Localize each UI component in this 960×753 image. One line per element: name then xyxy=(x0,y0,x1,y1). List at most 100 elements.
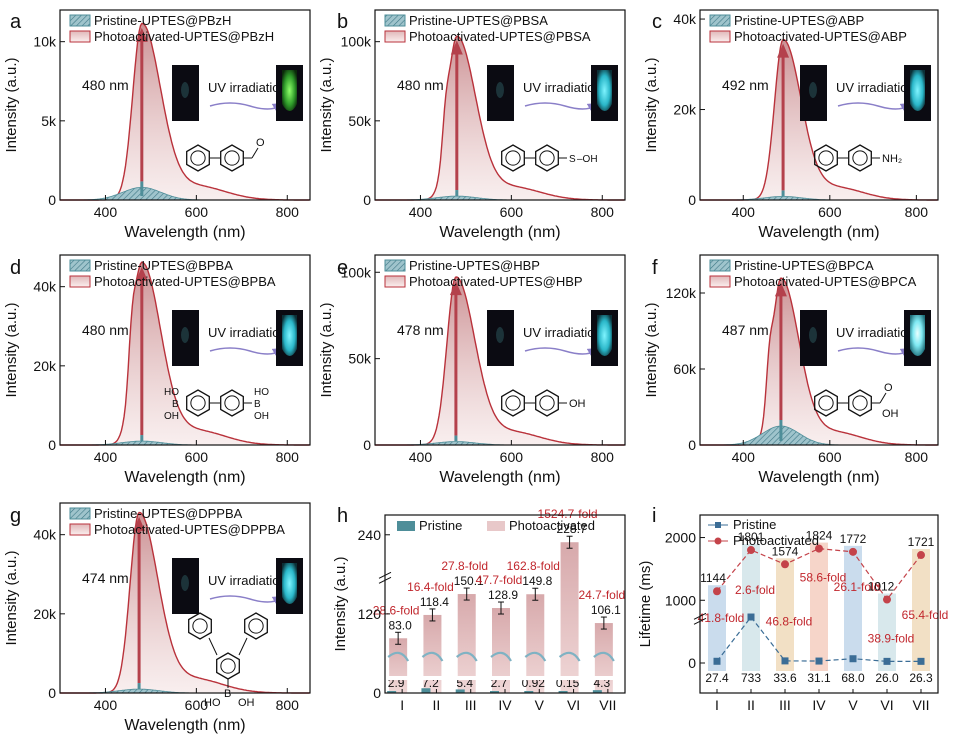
vial-lit-glow xyxy=(910,315,925,356)
bar-photoactivated xyxy=(594,623,613,693)
ring-aromatic-circle xyxy=(192,618,208,634)
legend: Pristine-UPTES@PBSAPhotoactivated-UPTES@… xyxy=(384,13,591,44)
plot-frame xyxy=(59,502,311,694)
uv-arrow xyxy=(837,102,914,115)
uv-irradiation-label: UV irradiation xyxy=(836,325,915,340)
legend-swatch-photoactivated xyxy=(384,275,406,288)
ring-aromatic-circle xyxy=(852,395,868,411)
x-tick-label: 400 xyxy=(94,449,118,465)
category-band xyxy=(810,542,828,671)
benzene-ring xyxy=(188,612,212,640)
x-tick-label: V xyxy=(535,697,545,713)
molecule-glyph xyxy=(524,651,547,662)
panel-letter: f xyxy=(652,257,658,279)
bar-pristine xyxy=(421,688,431,693)
line-chart-panel-i: i 1144 27.4 41.8-fold I 1801 733 2.6-fold II 1574… xyxy=(637,505,948,713)
pristine-value-label: 27.4 xyxy=(705,671,729,685)
bar-pristine xyxy=(455,689,465,693)
photoactivated-value-label: 1721 xyxy=(908,535,935,549)
fold-label: 46.8-fold xyxy=(766,614,813,628)
legend-label-pristine: Pristine-UPTES@PBzH xyxy=(94,13,231,28)
uv-arrow xyxy=(209,347,286,360)
peak-wavelength-label: 480 nm xyxy=(82,77,129,93)
ring-aromatic-circle xyxy=(539,395,555,411)
category-band xyxy=(776,558,794,671)
atom-label: S xyxy=(569,154,576,165)
atom-label: O xyxy=(256,137,265,149)
peak-wavelength-label: 480 nm xyxy=(82,322,129,338)
legend-label-pristine: Pristine xyxy=(419,518,462,533)
benzene-ring xyxy=(216,652,240,680)
bar-photoactivated xyxy=(423,614,442,693)
benzene-ring xyxy=(814,389,838,417)
atom-label: B xyxy=(254,399,261,410)
pristine-marker xyxy=(781,657,789,665)
legend: Pristine-UPTES@DPPBAPhotoactivated-UPTES… xyxy=(69,506,285,537)
peak-wavelength-label: 480 nm xyxy=(397,77,444,93)
category-band xyxy=(878,593,896,671)
y-tick-label: 20k xyxy=(33,606,57,622)
spectrum-panel-a: a 400 600 800 0 5k 10k Wavelength (nm) Intensity… xyxy=(3,9,311,241)
legend-swatch-pristine xyxy=(397,521,415,531)
legend-label-pristine: Pristine-UPTES@BPCA xyxy=(734,258,874,273)
photoactivated-value-label: 1144 xyxy=(700,571,726,585)
x-tick-label: 600 xyxy=(500,204,524,220)
y-tick-label: 60k xyxy=(673,361,697,377)
molecule-glyph xyxy=(593,651,615,662)
benzene-ring xyxy=(535,144,559,172)
molecule-structure: NH₂ xyxy=(814,144,902,172)
ring-aromatic-circle xyxy=(220,658,236,674)
y-axis-title: Intensity (a.u.) xyxy=(643,57,660,152)
category-band xyxy=(742,544,760,671)
uv-irradiation-label: UV irradiation xyxy=(208,80,287,95)
vial-dark-glow xyxy=(181,82,189,98)
panel-letter: c xyxy=(652,11,662,33)
plot-frame xyxy=(699,9,939,201)
molecule-bond xyxy=(208,637,248,688)
y-axis-title: Intensity (a.u.) xyxy=(3,302,20,397)
legend-label-photoactivated: Photoactivated-UPTES@DPPBA xyxy=(94,522,285,537)
y-tick-label: 5k xyxy=(41,113,57,129)
x-tick-label: 600 xyxy=(500,449,524,465)
legend-swatch-photoactivated xyxy=(709,30,731,43)
atom-label: NH₂ xyxy=(882,153,902,165)
vial-lit-glow xyxy=(597,70,612,111)
plot-frame xyxy=(384,514,626,694)
x-tick-label: 400 xyxy=(732,204,756,220)
y-axis-title: Lifetime (ms) xyxy=(637,561,654,648)
x-axis-title: Wavelength (nm) xyxy=(124,717,245,734)
fold-label: 41.8-fold xyxy=(698,611,745,625)
ring-aromatic-circle xyxy=(852,150,868,166)
panel-letter: b xyxy=(337,11,348,33)
y-tick-label: 50k xyxy=(348,351,372,367)
peak-wavelength-label: 474 nm xyxy=(82,570,129,586)
y-axis-title: Intensity (a.u.) xyxy=(332,556,349,651)
ring-aromatic-circle xyxy=(539,150,555,166)
fold-label: 58.6-fold xyxy=(800,570,847,584)
vial-dark-glow xyxy=(809,327,817,343)
uv-arrow xyxy=(524,347,601,360)
legend-marker-pristine xyxy=(715,522,721,528)
bar-photoactivated xyxy=(492,608,510,693)
y-tick-label: 1000 xyxy=(665,592,696,608)
molecule-glyph xyxy=(421,651,444,662)
atom-label: OH xyxy=(164,411,179,422)
arrow-head xyxy=(777,43,790,58)
legend-label-photoactivated: Photoactivated-UPTES@HBP xyxy=(409,274,583,289)
photoactivated-marker xyxy=(849,547,857,556)
pristine-marker xyxy=(815,657,823,665)
photoactivated-marker xyxy=(713,587,721,596)
photoactivated-value-label: 1801 xyxy=(738,530,765,544)
photoactivated-value-label: 150.1 xyxy=(454,574,484,588)
y-tick-label: 0 xyxy=(48,437,56,453)
legend-swatch-photoactivated xyxy=(384,30,406,43)
benzene-ring xyxy=(501,144,525,172)
x-tick-label: 600 xyxy=(185,697,209,713)
plot-frame xyxy=(699,254,939,446)
legend-label-pristine: Pristine-UPTES@BPBA xyxy=(94,258,233,273)
y-tick-label: 0 xyxy=(363,437,371,453)
x-tick-label: 400 xyxy=(409,204,433,220)
uv-arrow xyxy=(837,347,914,360)
benzene-ring xyxy=(186,389,210,417)
